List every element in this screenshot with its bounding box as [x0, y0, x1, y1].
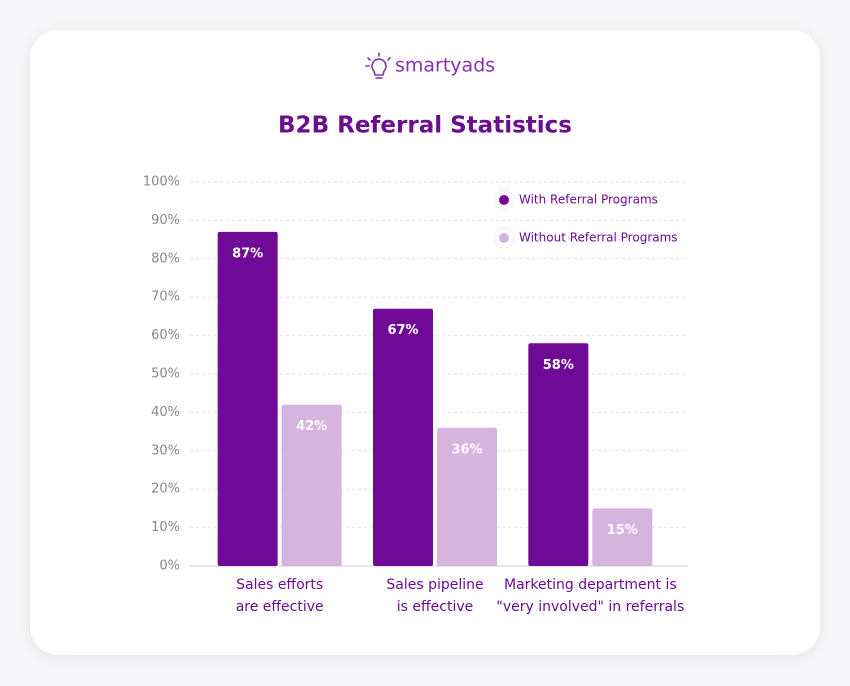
- y-tick-label: 20%: [151, 482, 180, 497]
- legend-label: Without Referral Programs: [519, 231, 678, 245]
- value-label: 67%: [387, 323, 418, 338]
- bar: [373, 308, 433, 566]
- bar: [217, 231, 278, 567]
- value-label: 58%: [543, 358, 574, 373]
- bar: [592, 508, 653, 566]
- value-label: 15%: [607, 523, 638, 538]
- brand: smartyads: [395, 55, 495, 77]
- logo-icon: [365, 52, 391, 79]
- y-tick-label: 80%: [151, 251, 180, 266]
- legend-label: With Referral Programs: [519, 193, 658, 207]
- value-label: 87%: [232, 246, 263, 261]
- x-tick-label: Sales efforts are effective: [235, 577, 324, 615]
- y-tick-label: 60%: [151, 328, 180, 343]
- bar: [528, 343, 589, 566]
- value-label: 36%: [451, 442, 482, 457]
- y-tick-label: 100%: [143, 175, 180, 190]
- y-tick-label: 10%: [151, 520, 180, 535]
- value-label: 42%: [296, 419, 327, 434]
- y-tick-label: 50%: [151, 367, 180, 382]
- bar: [281, 404, 342, 566]
- legend-marker: [499, 233, 509, 243]
- y-tick-label: 0%: [159, 559, 180, 574]
- x-tick-label: Sales pipeline is effective: [386, 577, 484, 615]
- y-tick-label: 30%: [151, 443, 180, 458]
- legend-marker: [499, 195, 509, 205]
- y-tick-label: 40%: [151, 405, 180, 420]
- x-tick-label: Marketing department is "very involved" …: [496, 577, 685, 615]
- y-tick-label: 90%: [151, 213, 180, 228]
- bar: [437, 427, 497, 566]
- chart-title: B2B Referral Statistics: [278, 113, 572, 139]
- y-tick-label: 70%: [151, 290, 180, 305]
